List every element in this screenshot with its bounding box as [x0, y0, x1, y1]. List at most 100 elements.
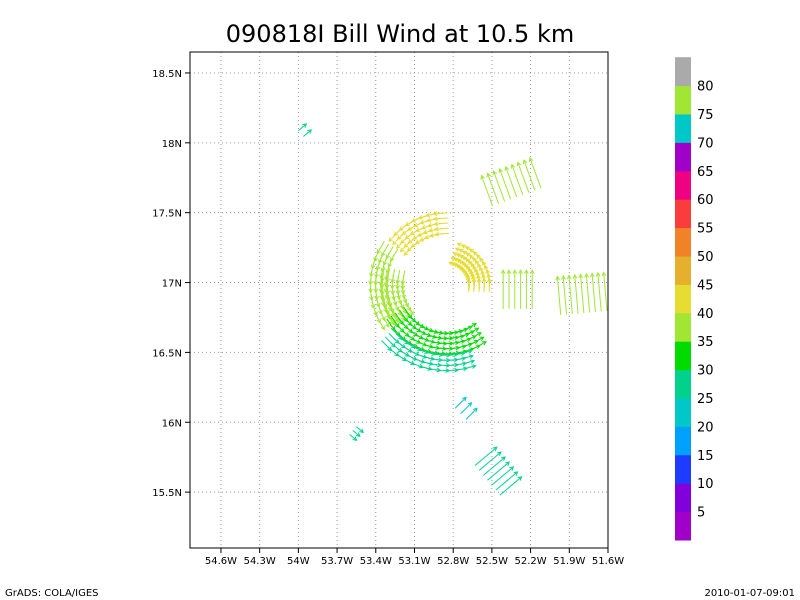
wind-vector [498, 168, 512, 200]
colorbar-swatch [675, 341, 691, 371]
x-tick-label: 52.5W [476, 556, 508, 567]
colorbar-swatch [675, 256, 691, 285]
colorbar-swatch [675, 426, 691, 456]
colorbar: 5 10 15 20 25 30 35 40 45 50 55 60 65 70 75 80 [675, 57, 714, 541]
colorbar-label: 35 [697, 335, 714, 350]
wind-vector [483, 456, 506, 476]
colorbar-label: 80 [697, 80, 714, 95]
y-tick-label: 15.5N [152, 488, 182, 499]
x-tick-label: 51.6W [592, 556, 624, 567]
colorbar-swatch [675, 170, 691, 200]
wind-vector [516, 161, 530, 193]
colorbar-swatch [675, 57, 691, 87]
y-tick-label: 17.5N [152, 209, 182, 220]
wind-vector [491, 466, 515, 486]
x-tick-label: 51.9W [553, 556, 585, 567]
colorbar-label: 25 [697, 392, 714, 407]
colorbar-swatch [675, 114, 691, 143]
y-tick-label: 18N [162, 139, 182, 150]
wind-vector [376, 317, 385, 331]
wind-vector [399, 241, 411, 253]
wind-vector [461, 364, 477, 370]
colorbar-label: 10 [697, 477, 714, 492]
wind-vector [524, 269, 529, 309]
plot-frame [189, 51, 609, 549]
wind-vector [454, 247, 469, 255]
wind-vector [486, 172, 500, 204]
y-tick-label: 16N [162, 418, 182, 429]
wind-vector [457, 349, 473, 355]
wind-vector [522, 159, 536, 191]
wind-vector [506, 269, 512, 309]
wind-vector [396, 307, 406, 321]
wind-vector [303, 129, 313, 137]
wind-vector [512, 269, 518, 309]
wind-vector [466, 327, 480, 336]
wind-vector [478, 451, 502, 471]
colorbar-swatch [675, 227, 691, 257]
wind-vector [450, 256, 465, 264]
wind-vector [463, 323, 477, 331]
wind-vector [566, 274, 573, 315]
wind-vector [375, 293, 381, 308]
wind-vector [500, 269, 506, 309]
colorbar-label: 75 [697, 108, 714, 123]
wind-vector [460, 402, 473, 415]
y-tick-label: 16.5N [152, 348, 182, 359]
colorbar-label: 50 [697, 250, 714, 265]
x-tick-label: 54W [287, 556, 310, 567]
colorbar-swatch [675, 369, 691, 399]
wind-vector [561, 274, 568, 315]
chart-title: 090818I Bill Wind at 10.5 km [226, 20, 574, 48]
colorbar-swatch [675, 85, 691, 115]
x-tick-label: 54.3W [244, 556, 276, 567]
wind-vector [460, 359, 476, 365]
x-tick-label: 53.7W [321, 556, 353, 567]
colorbar-swatch [675, 284, 691, 314]
wind-vector [403, 244, 415, 257]
wind-vector [392, 234, 403, 246]
x-tick-label: 53.1W [398, 556, 430, 567]
wind-vector [456, 242, 471, 250]
wind-vector [528, 156, 542, 189]
wind-vector [555, 275, 562, 316]
x-tick-label: 52.8W [437, 556, 469, 567]
wind-vector [510, 163, 524, 196]
x-tick-label: 53.4W [360, 556, 392, 567]
wind-vector [405, 302, 414, 316]
wind-vector [595, 271, 602, 312]
wind-vector [584, 272, 591, 313]
footer-left: GrADS: COLA/IGES [5, 588, 99, 599]
wind-vector [465, 407, 478, 420]
wind-vector [487, 461, 511, 481]
wind-vectors [298, 123, 608, 496]
wind-vector [388, 230, 400, 242]
wind-vector [495, 471, 519, 491]
colorbar-label: 30 [697, 364, 714, 379]
wind-vector [601, 271, 608, 312]
wind-vector [381, 314, 390, 328]
colorbar-label: 60 [697, 193, 714, 208]
colorbar-label: 45 [697, 278, 714, 293]
colorbar-swatch [675, 454, 691, 484]
wind-vector [298, 123, 308, 131]
wind-vector [504, 165, 518, 198]
wind-vector [370, 294, 376, 310]
colorbar-label: 65 [697, 165, 714, 180]
colorbar-label: 40 [697, 307, 714, 322]
colorbar-label: 5 [697, 506, 705, 521]
wind-vector [468, 332, 482, 340]
colorbar-swatch [675, 398, 691, 427]
x-axis: 54.6W 54.3W 54W 53.7W 53.4W 53.1W 52.8W 52.5W 52… [205, 548, 624, 567]
wind-vector [474, 446, 498, 466]
wind-vector [473, 341, 487, 349]
colorbar-label: 20 [697, 420, 714, 435]
wind-vector [572, 273, 579, 314]
wind-vector [590, 272, 596, 313]
x-tick-label: 52.2W [515, 556, 547, 567]
wind-vector [349, 434, 358, 441]
wind-vector [529, 269, 535, 309]
wind-vector [471, 336, 485, 345]
colorbar-label: 55 [697, 222, 714, 237]
wind-vector [459, 354, 474, 360]
